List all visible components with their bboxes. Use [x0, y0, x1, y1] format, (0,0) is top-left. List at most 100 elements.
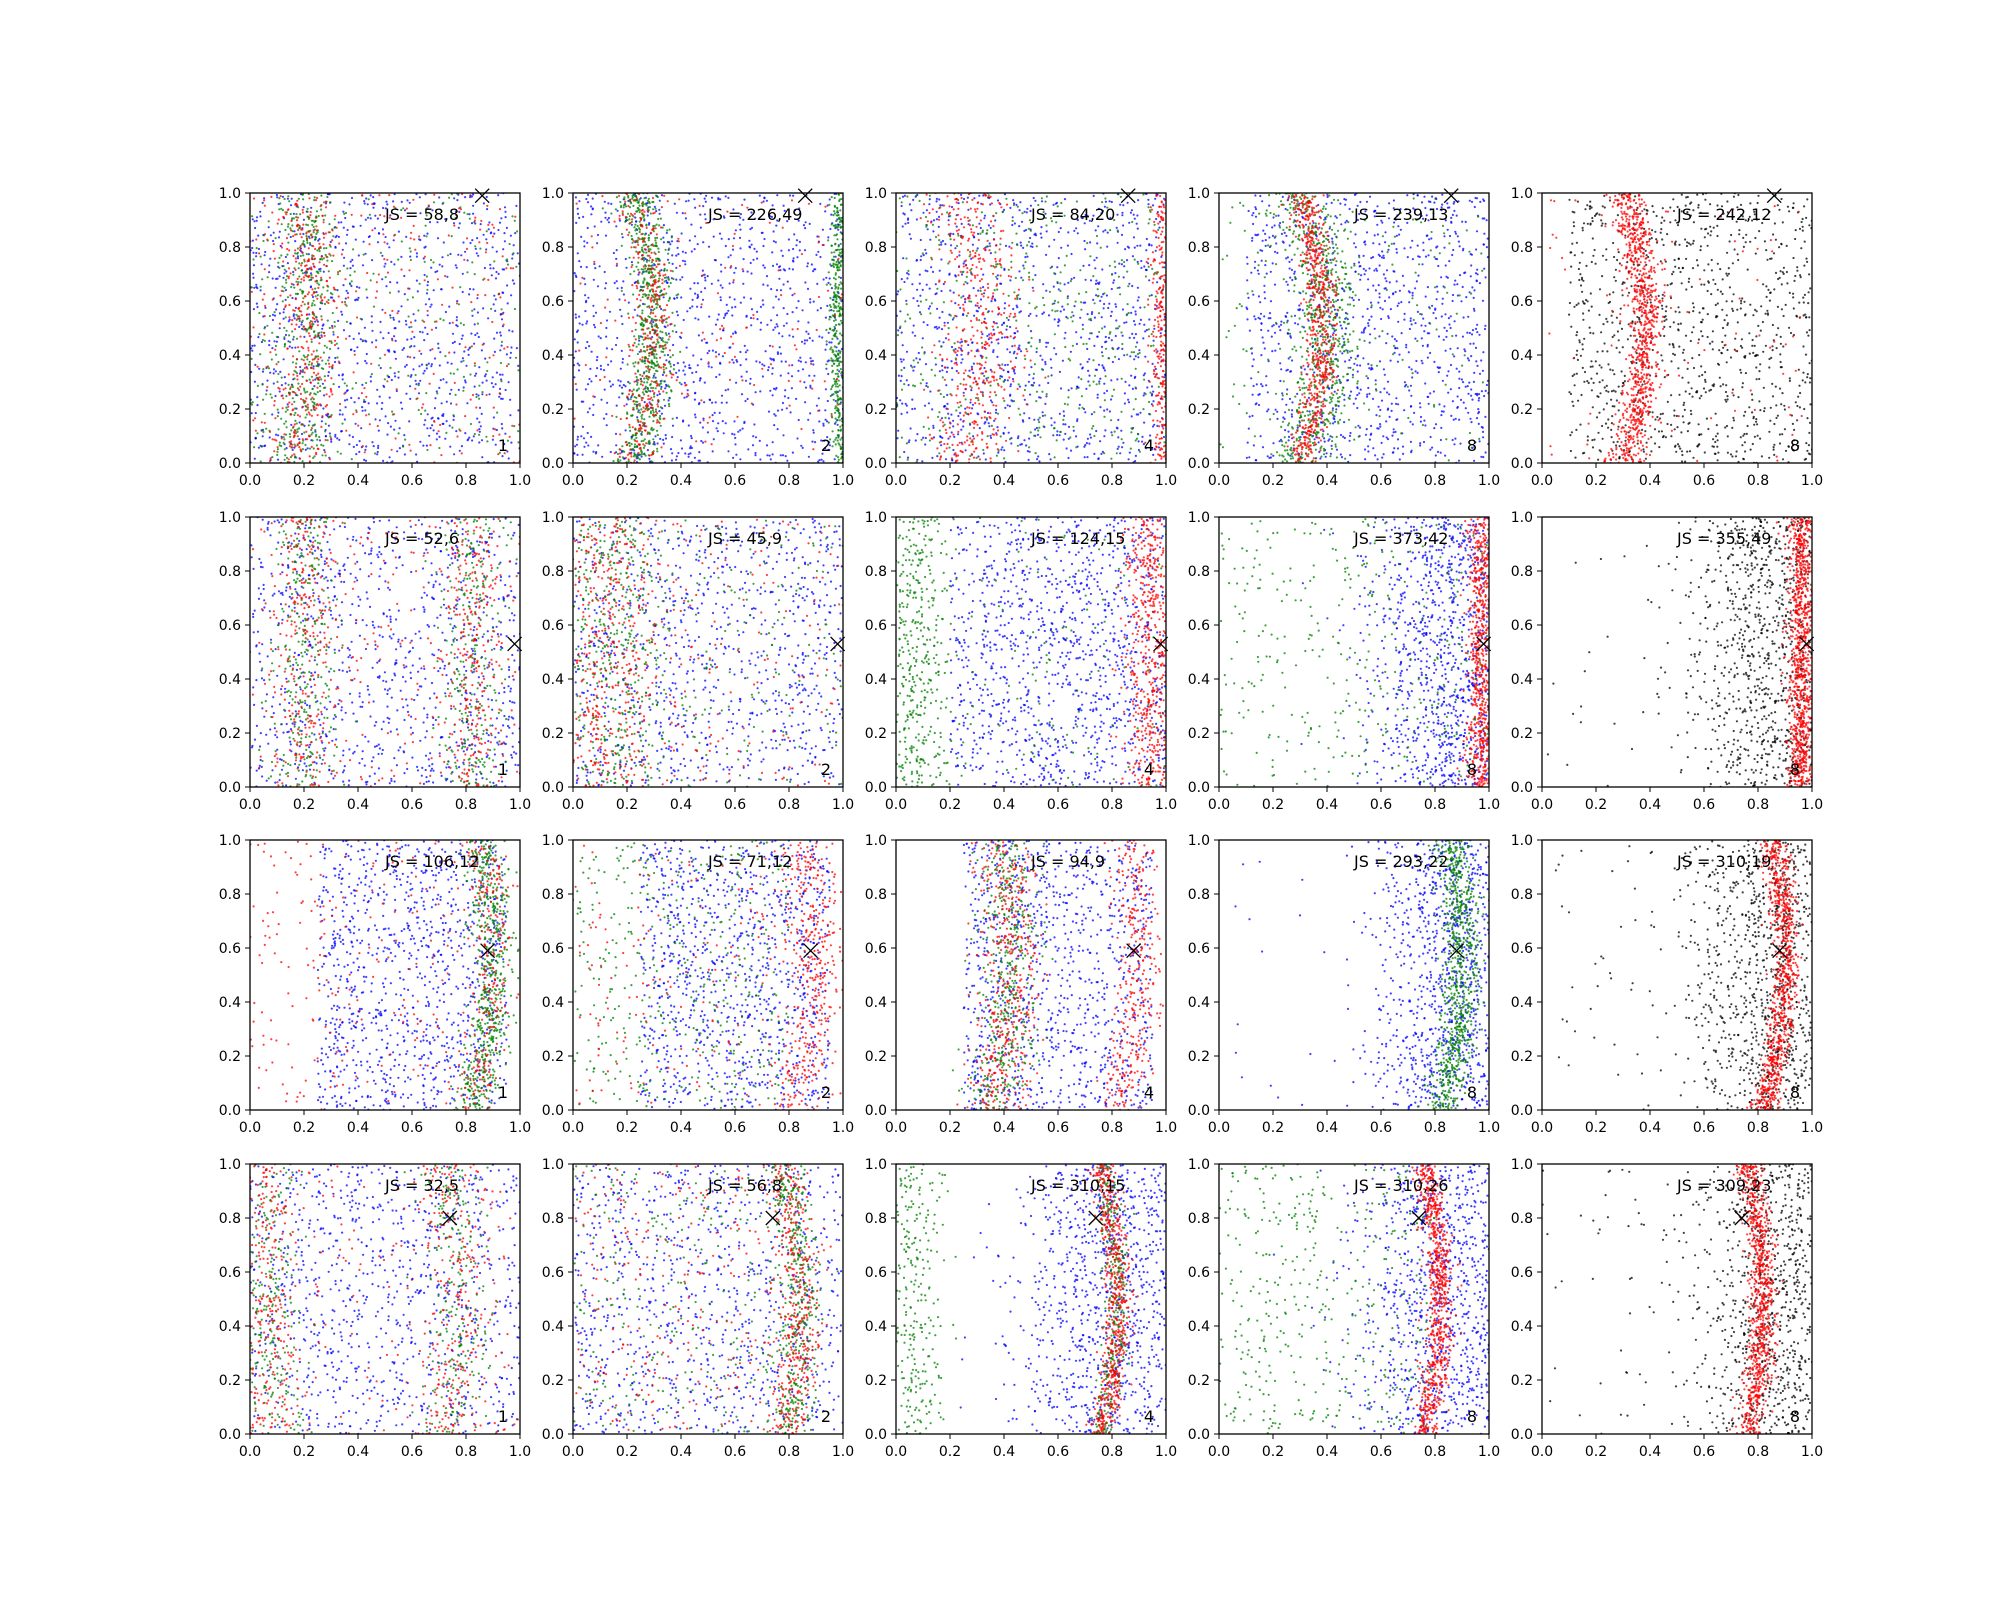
point — [835, 350, 838, 353]
point — [308, 197, 311, 200]
point — [401, 407, 404, 410]
point — [494, 383, 497, 386]
point — [689, 452, 692, 455]
point — [255, 251, 258, 255]
point — [348, 434, 351, 437]
point — [298, 249, 302, 252]
point — [613, 452, 616, 455]
point — [781, 254, 784, 257]
point — [324, 454, 327, 457]
point — [666, 241, 669, 244]
point — [620, 232, 624, 236]
point — [280, 417, 283, 420]
point — [362, 240, 365, 243]
point — [647, 296, 650, 299]
point — [310, 409, 313, 412]
point — [449, 252, 452, 256]
point — [306, 260, 309, 263]
point — [581, 453, 584, 456]
point — [505, 259, 508, 262]
point — [414, 387, 417, 390]
point — [698, 451, 701, 454]
point — [311, 322, 314, 326]
point — [266, 379, 269, 382]
point — [624, 205, 628, 208]
point — [639, 424, 642, 427]
point — [268, 436, 271, 439]
point — [664, 387, 667, 390]
point — [646, 381, 649, 384]
point — [819, 307, 823, 310]
point — [655, 329, 658, 332]
point — [635, 197, 639, 200]
js-score-label: JS = 58,8 — [384, 205, 459, 224]
point — [767, 410, 771, 413]
point — [620, 204, 623, 208]
point — [816, 282, 819, 285]
point — [499, 296, 502, 299]
point — [648, 254, 651, 257]
point — [665, 374, 668, 377]
point — [300, 397, 303, 401]
point — [1114, 272, 1117, 275]
point — [654, 414, 657, 417]
point — [590, 435, 593, 438]
point — [975, 309, 978, 312]
y-tick-label: 0.0 — [219, 456, 241, 472]
point — [254, 436, 257, 440]
point — [835, 390, 838, 393]
point — [343, 392, 346, 395]
point — [829, 327, 832, 331]
point — [748, 239, 751, 242]
point — [300, 314, 303, 317]
point — [631, 194, 634, 197]
point — [575, 443, 579, 446]
point — [301, 319, 304, 322]
point — [631, 349, 634, 352]
point — [328, 223, 331, 226]
point — [583, 240, 586, 243]
point — [961, 340, 964, 343]
point — [379, 213, 382, 217]
point — [402, 445, 405, 448]
point — [765, 275, 769, 278]
point — [298, 224, 301, 228]
point — [305, 430, 308, 433]
point — [265, 366, 268, 369]
point — [634, 434, 637, 437]
point — [260, 263, 263, 266]
point — [628, 256, 631, 259]
point — [601, 195, 604, 198]
point — [312, 262, 315, 265]
point — [829, 438, 832, 441]
point — [638, 204, 641, 207]
point — [752, 258, 755, 261]
point — [317, 333, 320, 336]
point — [310, 445, 313, 448]
point — [584, 310, 587, 313]
point — [280, 437, 283, 440]
point — [277, 360, 280, 364]
point — [288, 441, 291, 444]
point — [634, 216, 637, 219]
point — [363, 200, 366, 203]
point — [258, 311, 261, 315]
point — [255, 247, 258, 250]
point — [758, 194, 761, 197]
point — [664, 363, 667, 367]
point — [319, 270, 322, 273]
point — [454, 393, 457, 396]
point — [420, 352, 423, 355]
point — [270, 195, 273, 198]
point — [273, 257, 276, 260]
point — [714, 259, 718, 262]
point — [349, 283, 352, 286]
y-tick-label: 1.0 — [542, 186, 564, 202]
point — [317, 372, 320, 375]
point — [644, 332, 647, 335]
point — [654, 410, 658, 413]
point — [329, 292, 332, 295]
point — [776, 351, 780, 354]
point — [612, 251, 616, 255]
